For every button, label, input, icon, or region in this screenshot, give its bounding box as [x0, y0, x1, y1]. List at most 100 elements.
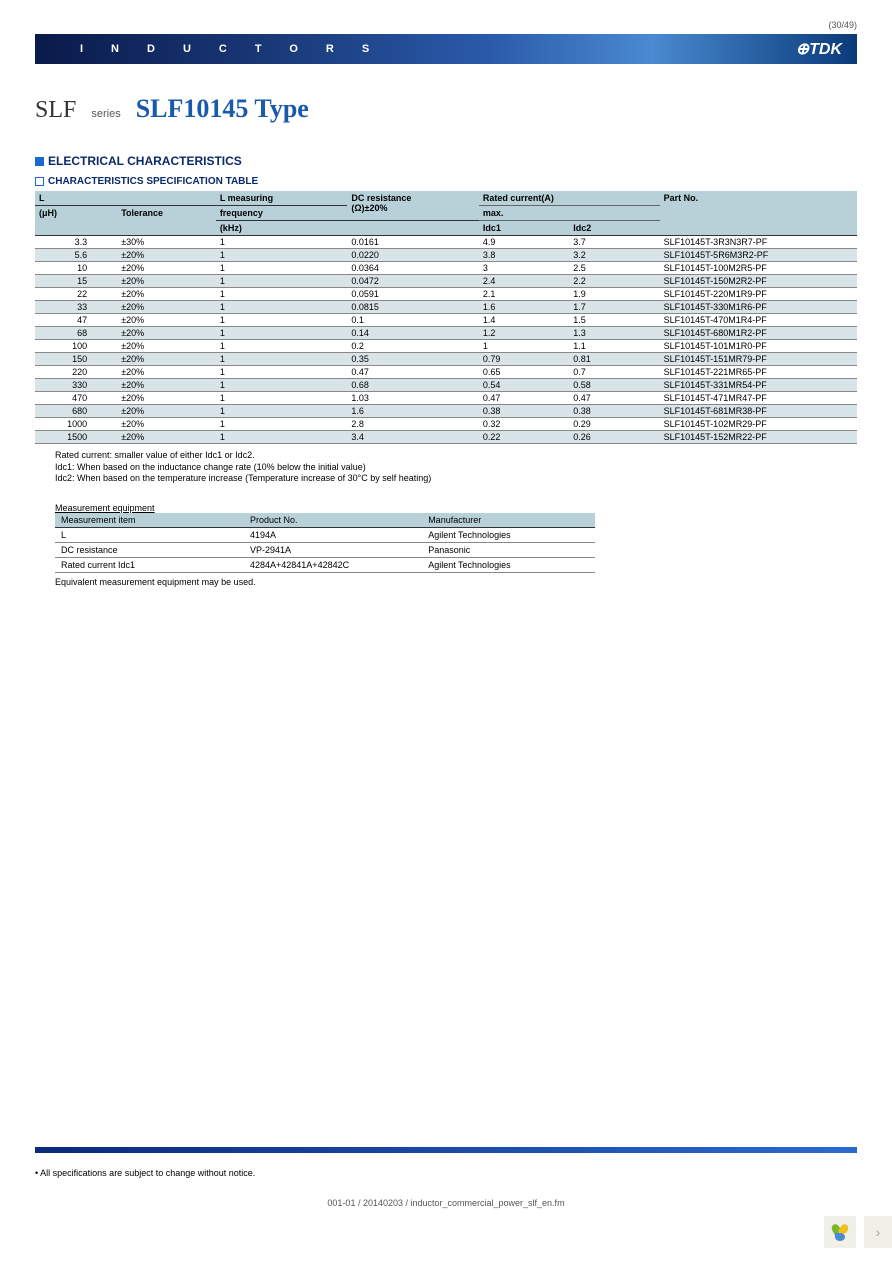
table-cell: 1.9 — [569, 288, 659, 301]
note-1: Rated current: smaller value of either I… — [55, 450, 857, 462]
table-cell: ±20% — [117, 392, 216, 405]
table-cell: 1 — [216, 314, 348, 327]
table-cell: 0.32 — [479, 418, 569, 431]
table-cell: ±20% — [117, 379, 216, 392]
table-row: 47±20%10.11.41.5SLF10145T-470M1R4-PF — [35, 314, 857, 327]
table-cell: 1 — [216, 301, 348, 314]
table-cell: 0.38 — [569, 405, 659, 418]
table-cell: 1 — [216, 236, 348, 249]
th-L: L — [35, 191, 216, 206]
th-idc2: Idc2 — [569, 221, 659, 236]
table-cell: SLF10145T-151MR79-PF — [660, 353, 857, 366]
th-max: max. — [479, 206, 660, 221]
table-row: 220±20%10.470.650.7SLF10145T-221MR65-PF — [35, 366, 857, 379]
table-cell: Agilent Technologies — [422, 528, 595, 543]
table-cell: 1 — [216, 366, 348, 379]
table-row: 100±20%10.211.1SLF10145T-101M1R0-PF — [35, 340, 857, 353]
table-cell: 1500 — [35, 431, 117, 444]
banner-title: INDUCTORS — [50, 43, 397, 55]
table-cell: SLF10145T-102MR29-PF — [660, 418, 857, 431]
notes: Rated current: smaller value of either I… — [55, 450, 857, 485]
note-3: Idc2: When based on the temperature incr… — [55, 473, 857, 485]
table-cell: 0.0161 — [347, 236, 479, 249]
table-cell: 1.5 — [569, 314, 659, 327]
table-cell: 0.68 — [347, 379, 479, 392]
table-row: 150±20%10.350.790.81SLF10145T-151MR79-PF — [35, 353, 857, 366]
table-cell: 68 — [35, 327, 117, 340]
table-cell: 1 — [216, 262, 348, 275]
table-cell: 0.0472 — [347, 275, 479, 288]
table-cell: Agilent Technologies — [422, 558, 595, 573]
title-row: SLF series SLF10145 Type — [35, 94, 857, 124]
table-cell: 0.0591 — [347, 288, 479, 301]
table-cell: SLF10145T-152MR22-PF — [660, 431, 857, 444]
table-cell: 1 — [479, 340, 569, 353]
table-cell: ±20% — [117, 405, 216, 418]
table-cell: 0.26 — [569, 431, 659, 444]
table-cell: 47 — [35, 314, 117, 327]
table-cell: ±20% — [117, 418, 216, 431]
table-cell: 1 — [216, 340, 348, 353]
table-cell: 0.0220 — [347, 249, 479, 262]
table-cell: ±20% — [117, 262, 216, 275]
title-main: SLF10145 Type — [136, 94, 309, 124]
th-uh: (μH) — [35, 206, 117, 236]
table-cell: 3.7 — [569, 236, 659, 249]
table-row: 22±20%10.05912.11.9SLF10145T-220M1R9-PF — [35, 288, 857, 301]
table-cell: ±20% — [117, 340, 216, 353]
table-cell: 680 — [35, 405, 117, 418]
table-cell: 0.0364 — [347, 262, 479, 275]
title-slf: SLF — [35, 97, 76, 124]
disclaimer: • All specifications are subject to chan… — [35, 1168, 857, 1178]
table-cell: 0.79 — [479, 353, 569, 366]
table-cell: 0.47 — [569, 392, 659, 405]
table-cell: 2.5 — [569, 262, 659, 275]
section-heading: ELECTRICAL CHARACTERISTICS — [35, 154, 857, 168]
table-cell: SLF10145T-471MR47-PF — [660, 392, 857, 405]
leaf-icon[interactable] — [824, 1216, 856, 1248]
table-cell: ±20% — [117, 275, 216, 288]
table-cell: 0.81 — [569, 353, 659, 366]
subsection-heading: CHARACTERISTICS SPECIFICATION TABLE — [35, 176, 857, 187]
table-cell: Rated current Idc1 — [55, 558, 244, 573]
table-cell: SLF10145T-150M2R2-PF — [660, 275, 857, 288]
table-cell: SLF10145T-100M2R5-PF — [660, 262, 857, 275]
table-cell: 1 — [216, 249, 348, 262]
table-cell: 1 — [216, 405, 348, 418]
table-cell: 3.2 — [569, 249, 659, 262]
table-cell: 1.6 — [347, 405, 479, 418]
table-cell: 1 — [216, 353, 348, 366]
footer: 001-01 / 20140203 / inductor_commercial_… — [35, 1198, 857, 1218]
page-number: (30/49) — [35, 20, 857, 30]
table-cell: 220 — [35, 366, 117, 379]
table-cell: SLF10145T-330M1R6-PF — [660, 301, 857, 314]
table-cell: 4.9 — [479, 236, 569, 249]
th-meas-item: Measurement item — [55, 513, 244, 528]
table-cell: ±20% — [117, 431, 216, 444]
table-row: 330±20%10.680.540.58SLF10145T-331MR54-PF — [35, 379, 857, 392]
table-cell: 330 — [35, 379, 117, 392]
tdk-logo: ⊕TDK — [796, 39, 842, 59]
table-cell: ±20% — [117, 301, 216, 314]
th-meas-mfr: Manufacturer — [422, 513, 595, 528]
table-cell: 1.6 — [479, 301, 569, 314]
next-arrow-icon[interactable]: › — [864, 1216, 892, 1248]
table-cell: 1.7 — [569, 301, 659, 314]
table-cell: SLF10145T-681MR38-PF — [660, 405, 857, 418]
header-banner: INDUCTORS ⊕TDK — [35, 34, 857, 64]
table-cell: 1.03 — [347, 392, 479, 405]
table-cell: SLF10145T-220M1R9-PF — [660, 288, 857, 301]
table-row: 5.6±20%10.02203.83.2SLF10145T-5R6M3R2-PF — [35, 249, 857, 262]
th-freq-1: L measuring — [216, 191, 348, 206]
table-cell: 3.4 — [347, 431, 479, 444]
table-cell: 1 — [216, 379, 348, 392]
table-cell: 2.2 — [569, 275, 659, 288]
th-part: Part No. — [660, 191, 857, 236]
table-cell: ±20% — [117, 249, 216, 262]
table-cell: ±20% — [117, 327, 216, 340]
table-cell: SLF10145T-221MR65-PF — [660, 366, 857, 379]
table-cell: 22 — [35, 288, 117, 301]
table-cell: 15 — [35, 275, 117, 288]
table-cell: 470 — [35, 392, 117, 405]
th-meas-prod: Product No. — [244, 513, 422, 528]
